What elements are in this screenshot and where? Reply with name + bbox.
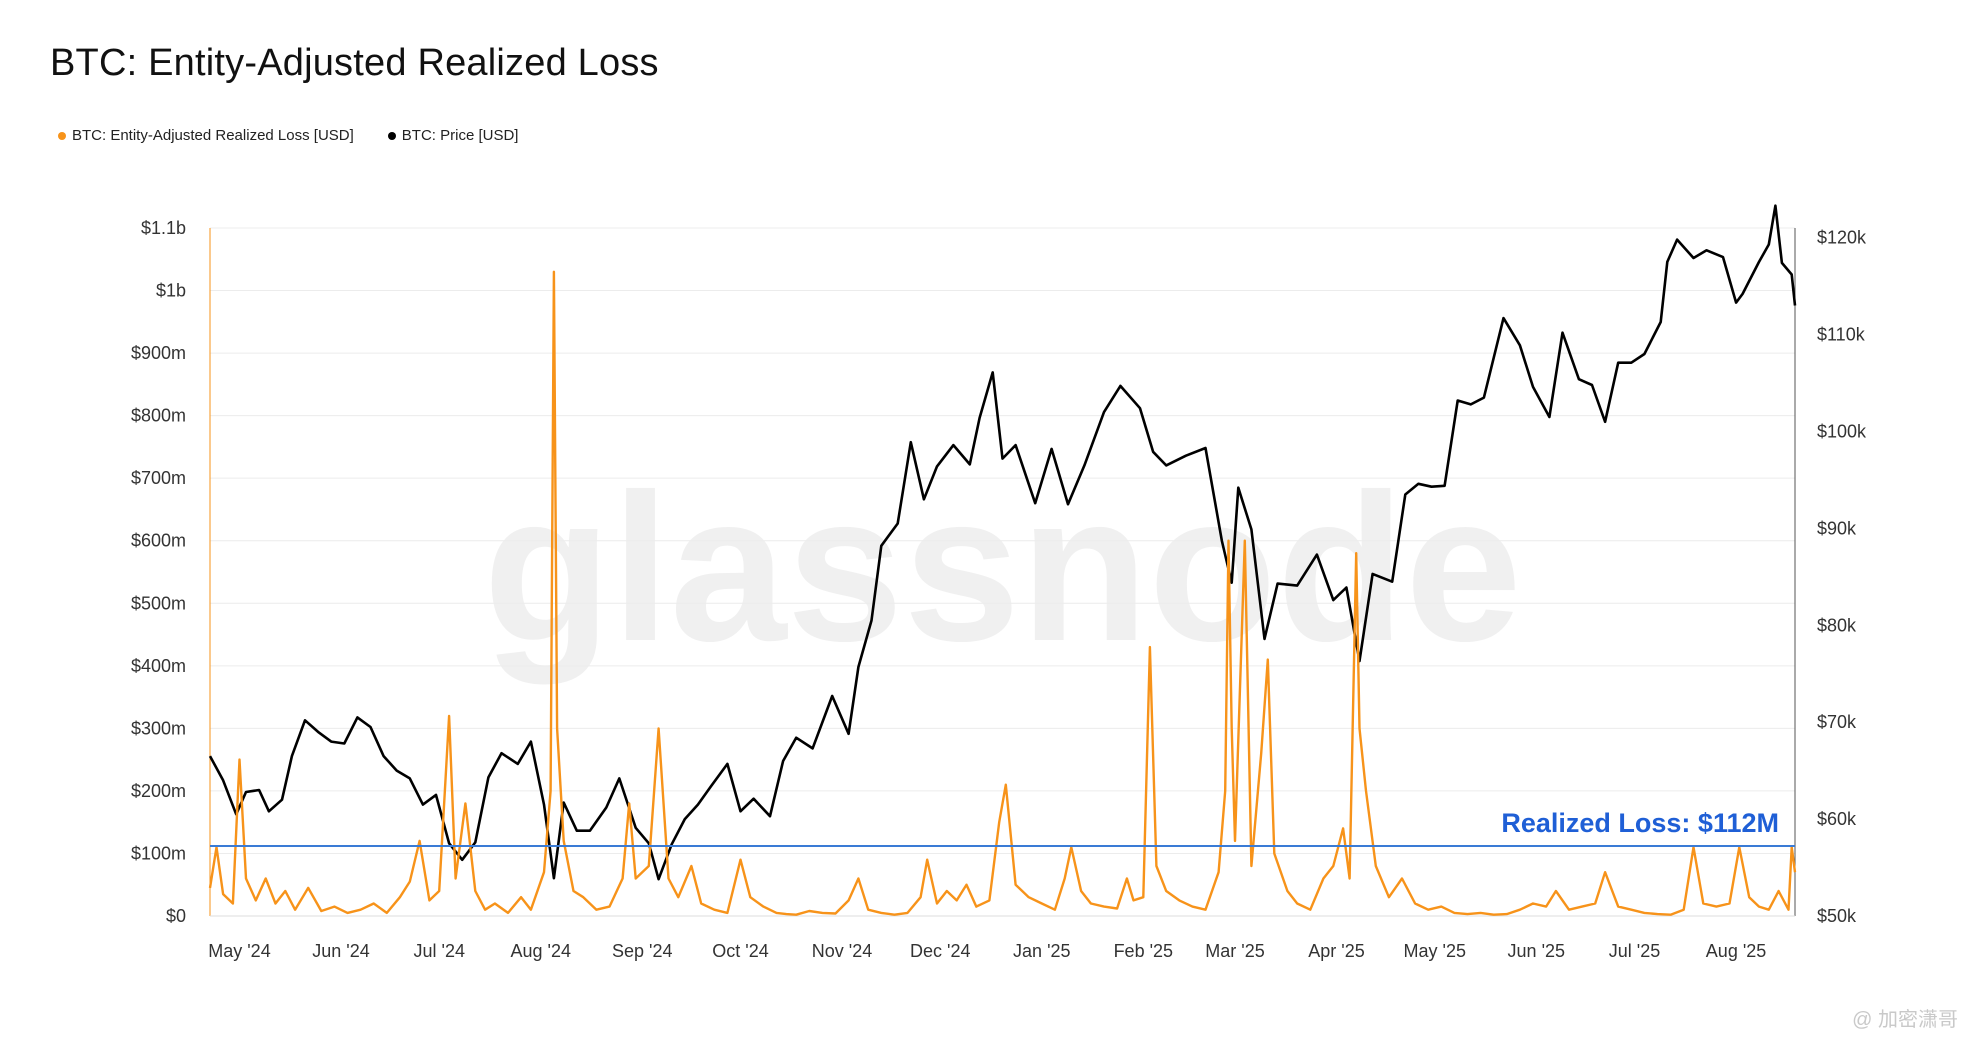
y-left-tick-label: $400m	[131, 656, 186, 676]
y-right-tick-label: $100k	[1817, 421, 1867, 441]
y-right-tick-label: $60k	[1817, 809, 1857, 829]
y-left-tick-label: $1b	[156, 281, 186, 301]
reference-line-label: Realized Loss: $112M	[1501, 808, 1779, 838]
y-right-tick-label: $90k	[1817, 518, 1857, 538]
legend-label-realized-loss: BTC: Entity-Adjusted Realized Loss [USD]	[72, 127, 354, 144]
chart-legend: BTC: Entity-Adjusted Realized Loss [USD]…	[58, 127, 518, 144]
x-tick-label: Dec '24	[910, 941, 970, 961]
y-left-tick-label: $100m	[131, 843, 186, 863]
y-left-tick-label: $300m	[131, 718, 186, 738]
realized-loss-series-line[interactable]	[208, 270, 1797, 916]
source-credit: @ 加密潇哥	[1852, 1009, 1958, 1031]
watermark-text: glassnode	[483, 450, 1522, 685]
legend-item-realized-loss[interactable]: BTC: Entity-Adjusted Realized Loss [USD]	[58, 127, 354, 144]
x-tick-label: Oct '24	[712, 941, 768, 961]
y-right-tick-label: $50k	[1817, 906, 1857, 926]
x-tick-label: Aug '24	[511, 941, 572, 961]
x-tick-label: May '25	[1404, 941, 1466, 961]
y-right-tick-label: $80k	[1817, 615, 1857, 635]
x-tick-label: Feb '25	[1114, 941, 1173, 961]
x-tick-label: Jun '25	[1508, 941, 1565, 961]
y-left-tick-label: $600m	[131, 531, 186, 551]
x-tick-label: May '24	[208, 941, 270, 961]
x-tick-label: Aug '25	[1706, 941, 1767, 961]
legend-dot-orange	[58, 131, 66, 140]
y-left-tick-label: $900m	[131, 343, 186, 363]
y-left-tick-label: $200m	[131, 781, 186, 801]
legend-item-price[interactable]: BTC: Price [USD]	[387, 127, 519, 144]
x-tick-label: Sep '24	[612, 941, 673, 961]
x-tick-label: Jul '25	[1609, 941, 1660, 961]
y-left-tick-label: $0	[166, 906, 186, 926]
x-tick-label: Jun '24	[312, 941, 369, 961]
y-right-tick-label: $70k	[1817, 712, 1857, 732]
x-tick-label: Mar '25	[1205, 941, 1264, 961]
y-left-tick-label: $700m	[131, 468, 186, 488]
y-right-tick-label: $120k	[1817, 228, 1867, 248]
x-tick-label: Jan '25	[1013, 941, 1070, 961]
x-tick-label: Apr '25	[1308, 941, 1364, 961]
y-left-tick-label: $500m	[131, 593, 186, 613]
legend-dot-black	[387, 131, 396, 140]
x-tick-label: Nov '24	[812, 941, 872, 961]
y-right-tick-label: $110k	[1817, 325, 1866, 345]
chart-title: BTC: Entity-Adjusted Realized Loss	[50, 42, 659, 84]
legend-label-price: BTC: Price [USD]	[401, 127, 519, 144]
x-tick-label: Jul '24	[414, 941, 465, 961]
y-left-tick-label: $1.1b	[141, 218, 186, 238]
y-left-tick-label: $800m	[131, 406, 186, 426]
